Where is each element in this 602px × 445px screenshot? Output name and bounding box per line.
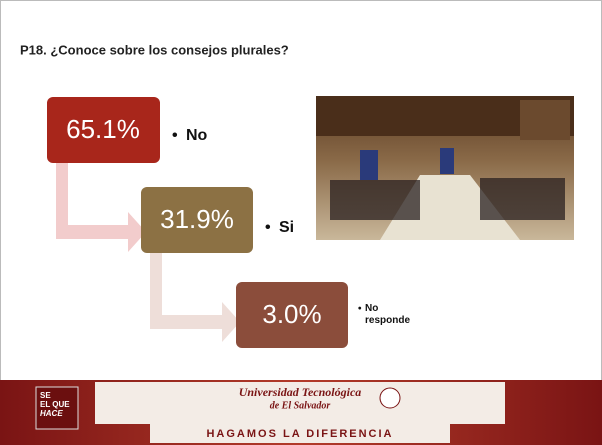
item-label: Si: [279, 219, 294, 236]
badge: [35, 386, 79, 430]
badge-text: SE: [40, 391, 51, 400]
photo: [316, 96, 574, 240]
connector-arrow: [56, 163, 146, 252]
value-text: 31.9%: [160, 204, 234, 234]
university-name: de El Salvador: [270, 400, 331, 411]
footer-panel: [95, 382, 505, 424]
value-text: 65.1%: [66, 114, 140, 144]
badge-text: EL QUE: [40, 400, 70, 409]
badge-text: HACE: [40, 409, 63, 418]
seal: [379, 387, 401, 409]
value-box: [47, 97, 160, 163]
bullet: •: [358, 304, 362, 315]
value-text: 3.0%: [262, 299, 321, 329]
value-box: [141, 187, 253, 253]
item-label-box: No responde: [365, 303, 411, 326]
connector-arrow: [150, 253, 240, 342]
value-box: [236, 282, 348, 348]
item-label: No responde: [365, 303, 411, 326]
item-label: No: [186, 127, 208, 144]
slogan: HAGAMOS LA DIFERENCIA: [206, 428, 393, 440]
slide-title: P18. ¿Conoce sobre los consejos plurales…: [20, 42, 289, 57]
footer-panel: [150, 424, 450, 443]
bullet: •: [172, 127, 178, 144]
university-name: Universidad Tecnológica: [239, 385, 362, 399]
bullet: •: [265, 219, 271, 236]
